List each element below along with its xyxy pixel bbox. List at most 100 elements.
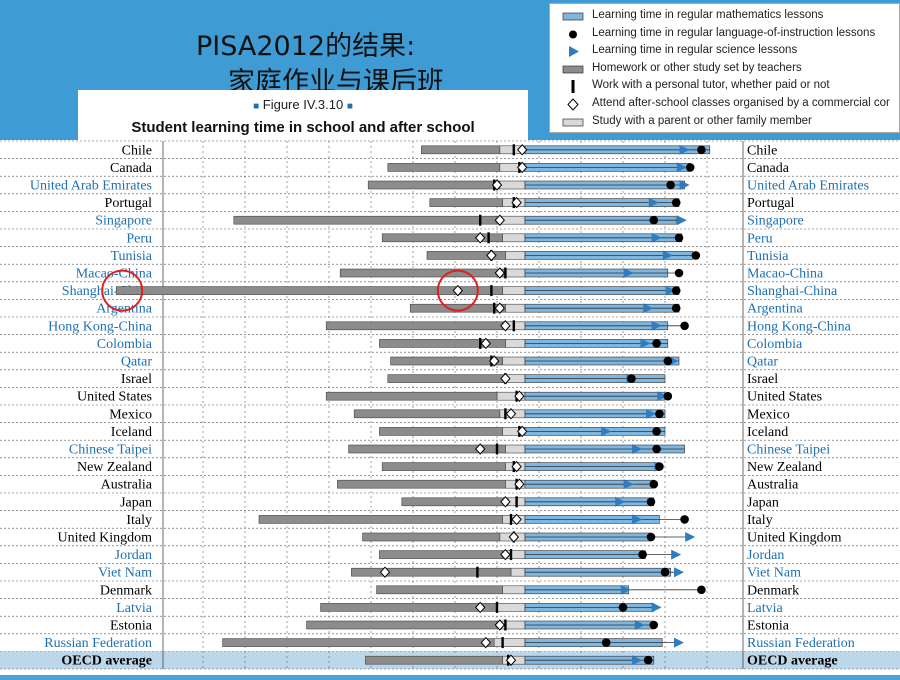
country-label-left: Portugal xyxy=(105,196,153,211)
science-lessons-marker xyxy=(676,215,687,226)
family-study-bar xyxy=(505,444,526,454)
country-label-left: Latvia xyxy=(116,601,153,616)
country-label-right: Argentina xyxy=(747,302,804,317)
personal-tutor-marker xyxy=(512,320,515,332)
language-lessons-marker xyxy=(649,215,659,225)
homework-bar xyxy=(390,356,503,366)
family-study-bar xyxy=(502,585,526,595)
legend-item: Learning time in regular language-of-ins… xyxy=(550,26,899,43)
country-label-right: Hong Kong-China xyxy=(747,319,852,334)
personal-tutor-marker xyxy=(504,267,507,279)
language-lessons-marker xyxy=(646,532,656,542)
country-label-left: Estonia xyxy=(110,619,153,634)
country-label-right: Chile xyxy=(747,143,777,158)
language-lessons-marker xyxy=(652,339,661,348)
language-lessons-marker xyxy=(691,251,701,260)
language-lessons-marker xyxy=(663,356,673,366)
country-label-right: Japan xyxy=(747,495,779,510)
family-study-bar xyxy=(493,638,526,647)
triangle-blue-icon xyxy=(569,46,579,58)
bar-blue-icon xyxy=(562,12,584,21)
legend-item: Learning time in regular mathematics les… xyxy=(550,8,899,25)
personal-tutor-marker xyxy=(504,619,507,631)
after-school-class-marker xyxy=(494,302,505,314)
legend-item: Homework or other study set by teachers xyxy=(550,61,899,78)
language-lessons-marker xyxy=(649,479,659,489)
family-study-bar xyxy=(505,268,526,278)
after-school-class-marker xyxy=(511,460,522,473)
science-lessons-marker xyxy=(651,602,662,613)
country-label-left: Macao-China xyxy=(76,267,153,282)
language-lessons-marker xyxy=(618,603,628,612)
country-label-right: Macao-China xyxy=(747,267,824,282)
science-lessons-marker xyxy=(632,444,642,454)
country-label-left: Tunisia xyxy=(110,249,152,264)
legend-label: Learning time in regular language-of-ins… xyxy=(592,26,876,39)
family-study-bar xyxy=(502,286,526,295)
legend-label: Attend after-school classes organised by… xyxy=(592,97,890,109)
language-lessons-marker xyxy=(674,233,684,243)
science-lessons-marker xyxy=(657,391,668,402)
square-bullet-icon: ■ xyxy=(253,101,260,112)
after-school-class-marker xyxy=(486,249,497,262)
homework-bar xyxy=(233,215,498,225)
homework-bar xyxy=(379,550,503,559)
science-lessons-marker xyxy=(632,655,642,666)
personal-tutor-marker xyxy=(479,214,482,226)
after-school-class-marker xyxy=(517,161,528,174)
country-label-right: Estonia xyxy=(747,619,790,634)
after-school-class-marker xyxy=(475,443,486,455)
square-bullet-icon: ■ xyxy=(346,101,353,112)
personal-tutor-marker xyxy=(495,443,499,455)
science-lessons-marker xyxy=(623,479,634,490)
after-school-class-marker xyxy=(514,390,525,402)
personal-tutor-marker xyxy=(493,302,496,314)
country-label-left: Israel xyxy=(121,372,152,387)
country-label-left: Jordan xyxy=(115,548,152,563)
country-label-right: Australia xyxy=(747,478,799,493)
after-school-class-marker xyxy=(500,548,511,561)
science-lessons-marker xyxy=(615,496,626,507)
country-label-left: Russian Federation xyxy=(44,636,152,651)
after-school-class-marker xyxy=(475,601,486,614)
science-lessons-marker xyxy=(679,144,690,155)
language-lessons-marker xyxy=(646,497,656,507)
dot-black-icon xyxy=(569,30,577,39)
homework-bar xyxy=(258,515,503,524)
science-lessons-marker xyxy=(671,549,682,560)
personal-tutor-marker xyxy=(495,601,499,613)
figure-number-label: Figure IV.3.10 xyxy=(262,97,344,112)
homework-bar xyxy=(222,638,495,647)
homework-bar xyxy=(379,427,503,436)
family-study-bar xyxy=(505,339,526,348)
after-school-class-marker xyxy=(514,478,525,490)
legend-label: Learning time in regular science lessons xyxy=(592,44,798,57)
science-lessons-marker xyxy=(662,250,673,261)
science-lessons-marker xyxy=(623,268,634,278)
legend-item: Attend after-school classes organised by… xyxy=(550,96,899,113)
after-school-class-marker xyxy=(452,284,463,297)
country-label-right: Israel xyxy=(747,372,778,387)
country-label-right: Shanghai-China xyxy=(747,284,838,299)
bar-lightgray-icon xyxy=(562,118,584,126)
after-school-class-marker xyxy=(505,408,517,420)
family-study-bar xyxy=(505,303,526,313)
figure-number: ■ Figure IV.3.10 ■ xyxy=(78,97,528,112)
homework-bar xyxy=(387,163,501,172)
country-label-right: Italy xyxy=(747,513,773,528)
after-school-class-marker xyxy=(379,566,391,578)
slide-title: PISA2012的结果: xyxy=(196,31,416,62)
legend-item: Learning time in regular science lessons xyxy=(550,43,899,60)
after-school-class-marker xyxy=(491,179,503,191)
legend-item: Study with a parent or other family memb… xyxy=(550,114,899,131)
after-school-class-marker xyxy=(500,320,511,332)
language-lessons-marker xyxy=(671,198,681,207)
language-lessons-marker xyxy=(666,180,675,190)
country-label-right: Colombia xyxy=(747,337,803,352)
homework-bar xyxy=(362,532,501,542)
science-lessons-marker xyxy=(679,180,690,190)
country-label-right: Iceland xyxy=(747,425,788,440)
country-label-right: OECD average xyxy=(747,654,838,669)
after-school-class-marker xyxy=(508,531,519,543)
language-lessons-marker xyxy=(663,391,673,401)
